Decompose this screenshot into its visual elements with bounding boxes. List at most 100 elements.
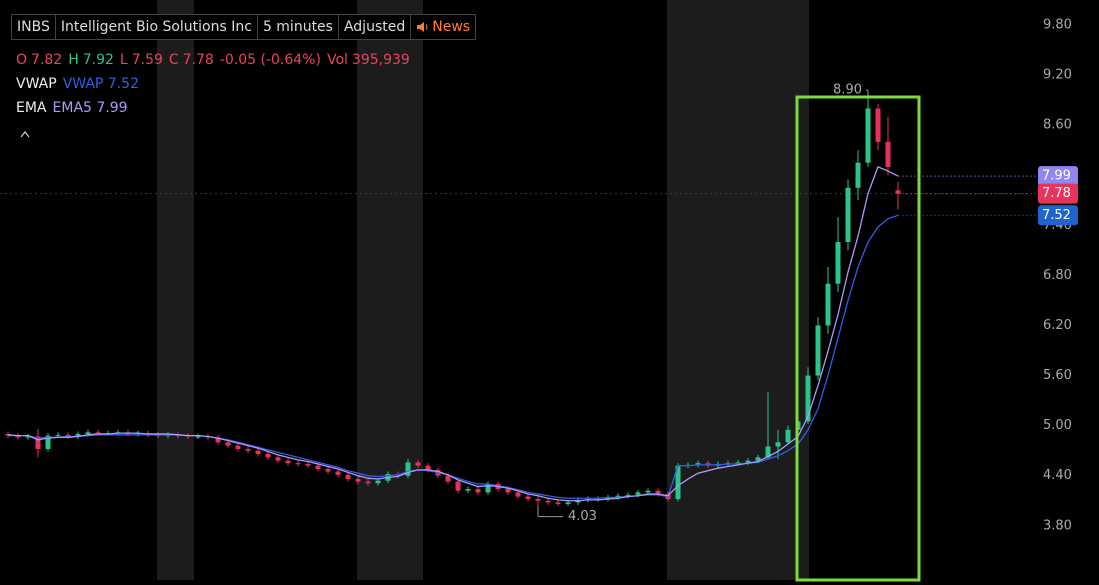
candle-body — [825, 283, 831, 326]
candle-body — [625, 494, 631, 496]
candle-body — [305, 464, 311, 466]
candle-body — [485, 484, 491, 493]
candle-body — [95, 432, 101, 434]
candle-body — [895, 190, 901, 194]
ohlc-label: L — [119, 52, 128, 68]
candle-body — [335, 471, 341, 475]
price-tag-label: 7.52 — [1042, 208, 1071, 223]
candle-body — [15, 435, 21, 438]
candle-body — [845, 187, 851, 243]
price-tag — [1038, 166, 1078, 187]
overlay-row: EMA EMA5 7.99 — [16, 100, 134, 116]
candle-body — [875, 108, 881, 142]
candle-body — [455, 481, 461, 491]
candle-body — [855, 162, 861, 188]
interval[interactable]: 5 minutes — [256, 15, 338, 39]
candle-body — [345, 474, 351, 480]
speaker-icon — [417, 22, 428, 32]
y-tick-label: 6.80 — [1043, 268, 1072, 283]
candle-body — [865, 108, 871, 163]
candle-body — [635, 492, 641, 495]
price-tag-label: 7.99 — [1042, 169, 1071, 184]
overlay-value: EMA5 7.99 — [52, 100, 128, 116]
collapse-icon[interactable] — [20, 131, 30, 138]
candle-body — [85, 432, 91, 434]
volume-value: 395,939 — [351, 52, 410, 68]
candle-body — [25, 436, 31, 438]
candle-body — [775, 442, 781, 447]
ohlc-value: 7.78 — [182, 52, 214, 68]
candle-body — [605, 497, 611, 500]
candle-body — [805, 375, 811, 422]
ohlc-value: 7.82 — [31, 52, 63, 68]
annotation-label: 4.03 — [568, 509, 597, 524]
y-tick-label: 4.40 — [1043, 468, 1072, 483]
candle-body — [425, 465, 431, 470]
y-tick-label: 5.60 — [1043, 368, 1072, 383]
candle-body — [195, 436, 201, 438]
candle-body — [745, 460, 751, 463]
y-tick-label: 8.60 — [1043, 118, 1072, 133]
session-band — [357, 0, 423, 580]
annotation-label: 8.90 — [833, 83, 862, 98]
ohlc-value: 7.59 — [131, 52, 163, 68]
candle-body — [275, 457, 281, 461]
ohlc-label: H — [68, 52, 79, 68]
price-tag-label: 7.78 — [1042, 186, 1071, 201]
overlay-name: EMA — [16, 100, 47, 116]
candle-body — [445, 475, 451, 482]
adjustment[interactable]: Adjusted — [337, 15, 410, 39]
candle-body — [265, 453, 271, 458]
candle-body — [225, 442, 231, 446]
candle-body — [375, 480, 381, 484]
ohlc-row: O 7.82 H 7.92 L 7.59 C 7.78 -0.05 (-0.64%) Vol 395… — [16, 52, 416, 68]
candle-body — [405, 462, 411, 476]
candle-body — [285, 460, 291, 464]
candle-body — [465, 489, 471, 491]
volume-label: Vol — [326, 52, 348, 68]
price-tag — [1038, 205, 1078, 226]
candle-body — [525, 496, 531, 500]
news-button[interactable]: News — [410, 15, 475, 39]
candle-body — [785, 429, 791, 443]
candle-body — [815, 325, 821, 376]
company: Intelligent Bio Solutions Inc — [54, 15, 257, 39]
candle-body — [365, 481, 371, 484]
ohlc-value: 7.92 — [82, 52, 114, 68]
header: INBS Intelligent Bio Solutions Inc 5 min… — [11, 14, 477, 40]
change: -0.05 (-0.64%) — [219, 52, 321, 68]
candle-body — [565, 502, 571, 505]
price-tag — [1038, 183, 1078, 204]
session-band — [157, 0, 194, 580]
candle-body — [535, 499, 541, 501]
candle-body — [615, 495, 621, 498]
overlay-value: VWAP 7.52 — [62, 76, 139, 92]
candle-body — [515, 492, 521, 497]
ohlc-label: O — [16, 52, 28, 68]
candle-body — [655, 490, 661, 495]
highlight-box — [795, 95, 921, 582]
symbol[interactable]: INBS — [17, 19, 50, 35]
news-label: News — [432, 19, 471, 35]
candle-body — [215, 437, 221, 443]
ohlc-label: C — [168, 52, 179, 68]
candle-body — [545, 500, 551, 503]
candle-body — [35, 436, 41, 449]
overlay-row: VWAP VWAP 7.52 — [16, 76, 145, 92]
candle-body — [245, 448, 251, 451]
candle-body — [885, 141, 891, 167]
candle-body — [835, 242, 841, 284]
candle-body — [505, 489, 511, 493]
candle-body — [5, 433, 11, 436]
candle-body — [75, 433, 81, 437]
candle-body — [315, 465, 321, 470]
y-tick-label: 5.00 — [1043, 418, 1072, 433]
candle-body — [325, 469, 331, 472]
candle-body — [555, 502, 561, 505]
y-tick-label: 9.80 — [1043, 18, 1072, 33]
candle-body — [415, 462, 421, 466]
candle-body — [45, 435, 51, 449]
candle-body — [645, 490, 651, 493]
candle-body — [695, 463, 701, 465]
